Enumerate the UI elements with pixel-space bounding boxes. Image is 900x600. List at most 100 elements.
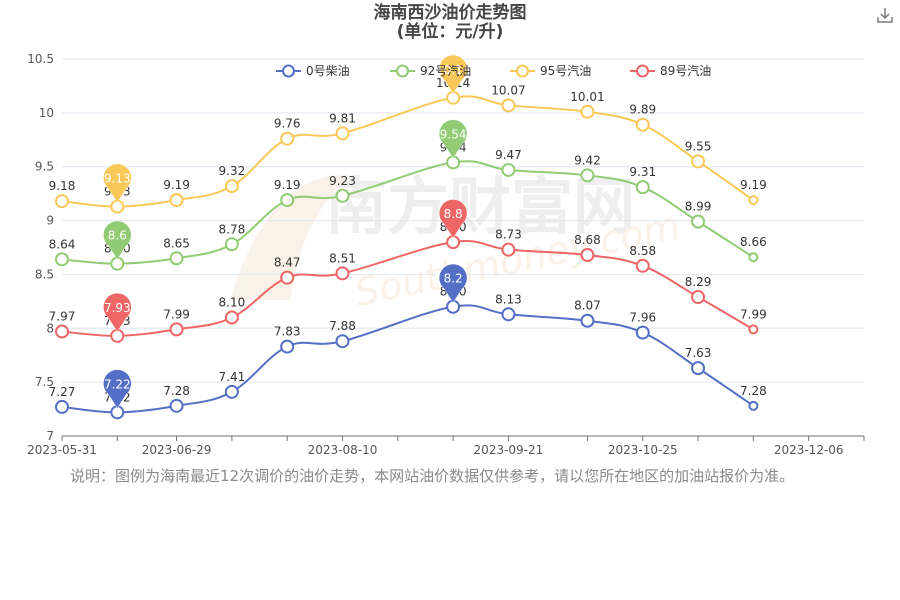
data-label: 8.64 xyxy=(49,237,76,251)
legend-label: 95号汽油 xyxy=(540,63,591,78)
y-tick-label: 9.5 xyxy=(35,160,54,174)
data-point[interactable] xyxy=(55,194,69,209)
pin-label: 9.54 xyxy=(440,127,467,141)
data-point[interactable] xyxy=(501,162,516,177)
data-label: 8.07 xyxy=(574,299,601,313)
pin-marker-min: 9.13 xyxy=(103,163,132,204)
data-point[interactable] xyxy=(224,310,239,325)
x-tick-label: 2023-09-21 xyxy=(474,443,544,457)
data-point[interactable] xyxy=(55,324,69,339)
x-tick-label: 2023-12-06 xyxy=(774,443,844,457)
data-point[interactable] xyxy=(224,384,239,399)
data-point[interactable] xyxy=(580,104,595,119)
pin-shape xyxy=(103,220,132,261)
pin-marker-max: 9.54 xyxy=(438,119,468,159)
pin-shape xyxy=(103,163,132,204)
data-point[interactable] xyxy=(280,131,295,146)
chart-note: 说明：图例为海南最近12次调价的油价走势，本网站油价数据仅供参考，请以您所在地区… xyxy=(70,467,795,485)
data-label: 9.32 xyxy=(219,164,246,178)
data-point[interactable] xyxy=(224,179,239,194)
watermark-swoosh xyxy=(230,174,350,300)
data-point[interactable] xyxy=(280,193,295,208)
data-label: 9.31 xyxy=(629,165,656,179)
data-point[interactable] xyxy=(335,334,350,349)
data-point[interactable] xyxy=(691,290,706,305)
data-point[interactable] xyxy=(748,324,759,335)
data-label: 7.83 xyxy=(274,325,301,339)
data-point[interactable] xyxy=(501,98,516,113)
data-label: 9.81 xyxy=(329,111,356,125)
data-label: 9.18 xyxy=(49,179,76,193)
legend-item-0[interactable]: 0号柴油 xyxy=(276,64,350,78)
data-point[interactable] xyxy=(635,325,650,340)
legend[interactable]: 0号柴油 92号汽油 95号汽油 89号汽油 xyxy=(276,63,711,78)
data-point[interactable] xyxy=(748,400,759,411)
chart-subtitle: (单位：元/升) xyxy=(396,22,504,42)
series-group: 7.277.227.287.417.837.888.208.138.077.96… xyxy=(49,76,767,420)
data-point[interactable] xyxy=(635,258,650,273)
data-point[interactable] xyxy=(169,193,184,208)
legend-item-3[interactable]: 89号汽油 xyxy=(630,63,711,78)
legend-symbol xyxy=(396,64,409,78)
data-point[interactable] xyxy=(580,248,595,263)
x-tick-label: 2023-06-29 xyxy=(142,443,212,457)
data-point[interactable] xyxy=(691,154,706,169)
data-point[interactable] xyxy=(691,361,706,376)
data-point[interactable] xyxy=(635,117,650,132)
data-label: 10.01 xyxy=(570,90,604,104)
data-point[interactable] xyxy=(280,339,295,354)
data-label: 7.28 xyxy=(163,384,190,398)
chart-title: 海南西沙油价走势图 xyxy=(373,3,527,23)
data-point[interactable] xyxy=(691,214,706,229)
x-axis: 2023-05-31 2023-06-29 2023-08-10 2023-09-21… xyxy=(27,435,865,457)
data-point[interactable] xyxy=(580,168,595,183)
data-label: 9.19 xyxy=(274,178,301,192)
download-icon[interactable] xyxy=(876,6,894,24)
pin-label: 7.93 xyxy=(104,301,131,315)
y-axis: 7 7.5 8 8.5 9 9.5 10 10.5 xyxy=(27,52,54,443)
data-label: 7.28 xyxy=(740,384,767,398)
data-point[interactable] xyxy=(280,270,295,285)
data-point[interactable] xyxy=(169,398,184,413)
pin-label: 7.22 xyxy=(104,377,131,391)
pin-marker-max: 8.8 xyxy=(438,199,468,239)
x-tick-label: 2023-08-10 xyxy=(308,443,378,457)
data-point[interactable] xyxy=(501,242,516,257)
data-label: 7.99 xyxy=(740,307,767,321)
data-point[interactable] xyxy=(169,322,184,337)
data-point[interactable] xyxy=(55,399,69,414)
pin-shape xyxy=(438,199,468,239)
data-label: 8.99 xyxy=(685,200,712,214)
data-point[interactable] xyxy=(501,307,516,322)
data-label: 9.55 xyxy=(685,139,712,153)
pin-marker-min: 7.93 xyxy=(103,292,132,333)
data-point[interactable] xyxy=(748,195,759,206)
pin-label: 10.14 xyxy=(436,63,470,77)
legend-item-1[interactable]: 92号汽油 xyxy=(390,63,471,78)
data-label: 7.41 xyxy=(219,370,246,384)
y-tick-label: 8 xyxy=(46,321,54,335)
pin-label: 8.2 xyxy=(444,272,463,286)
watermark-brand: 南方财富网 xyxy=(325,170,635,243)
legend-label: 89号汽油 xyxy=(660,63,711,78)
data-label: 7.63 xyxy=(685,346,712,360)
data-label: 8.65 xyxy=(163,236,190,250)
data-point[interactable] xyxy=(169,251,184,266)
pin-marker-min: 7.22 xyxy=(103,369,132,409)
y-tick-label: 10.5 xyxy=(27,52,54,66)
pin-shape xyxy=(438,54,468,95)
data-point[interactable] xyxy=(55,252,69,267)
data-label: 7.99 xyxy=(163,307,190,321)
data-label: 8.29 xyxy=(685,275,712,289)
marker-group: 7.22 8.2 8.6 9.54 9.13 10.14 7.93 8.8 xyxy=(103,54,470,409)
data-point[interactable] xyxy=(580,313,595,328)
data-point[interactable] xyxy=(335,126,350,141)
pin-marker-max: 10.14 xyxy=(436,54,470,95)
data-label: 9.89 xyxy=(629,103,656,117)
data-point[interactable] xyxy=(335,188,350,203)
data-point[interactable] xyxy=(748,252,759,263)
data-point[interactable] xyxy=(335,266,350,281)
data-point[interactable] xyxy=(635,180,650,195)
legend-item-2[interactable]: 95号汽油 xyxy=(510,63,591,78)
data-point[interactable] xyxy=(224,237,239,252)
